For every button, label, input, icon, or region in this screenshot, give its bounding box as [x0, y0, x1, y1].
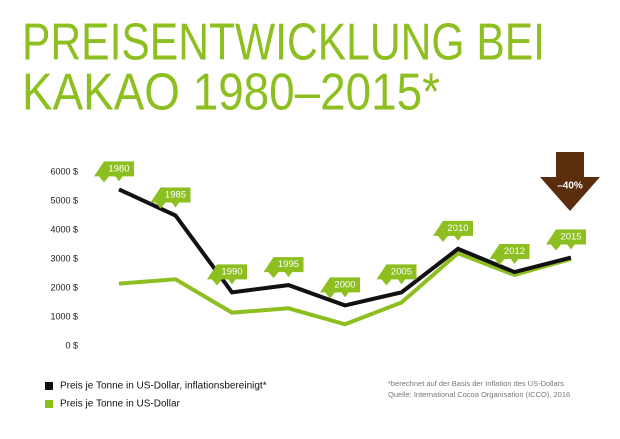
y-tick-label: 0 $ — [65, 340, 78, 350]
footnote: Quelle: International Cocoa Organisation… — [388, 390, 570, 399]
category-label: 2000 — [334, 279, 355, 290]
category-label-pointer — [284, 271, 293, 278]
category-label-pointer — [567, 244, 575, 250]
arrow-shape — [540, 152, 600, 211]
category-label-pointer — [454, 235, 462, 241]
category-label-pointer — [510, 258, 519, 265]
category-label-box — [489, 244, 530, 266]
category-label: 1990 — [221, 266, 242, 277]
series-line — [118, 187, 572, 308]
category-label-pointer — [171, 202, 180, 208]
y-tick-label: 1000 $ — [50, 311, 78, 321]
footnote: *berechnet auf der Basis der Inflation d… — [388, 379, 564, 388]
category-label-pointer — [115, 175, 123, 182]
category-label: 2005 — [391, 266, 412, 277]
category-label-box — [207, 264, 247, 286]
category-label-pointer — [341, 291, 349, 298]
legend-swatch — [45, 382, 53, 390]
category-label-box — [320, 277, 360, 299]
legend-swatch — [45, 400, 53, 408]
category-label: 1995 — [278, 259, 299, 270]
y-tick-label: 5000 $ — [50, 195, 78, 205]
legend-label: Preis je Tonne in US-Dollar — [60, 399, 181, 410]
category-label: 1980 — [108, 163, 129, 174]
category-label-box — [433, 220, 473, 242]
annotation-arrow: –40% — [540, 152, 600, 211]
category-label: 2015 — [560, 232, 581, 243]
category-label: 1985 — [165, 190, 186, 201]
category-label-box — [546, 229, 586, 251]
annotation-text: –40% — [557, 181, 583, 192]
category-label-pointer — [397, 278, 406, 285]
chart-title: KAKAO 1980–2015* — [22, 64, 440, 122]
y-tick-label: 4000 $ — [50, 224, 78, 234]
chart-title: PREISENTWICKLUNG BEI — [22, 14, 545, 72]
category-label-box — [263, 257, 304, 279]
y-tick-label: 2000 $ — [50, 282, 78, 292]
category-label-box — [150, 187, 191, 209]
y-tick-label: 3000 $ — [50, 253, 78, 263]
legend-label: Preis je Tonne in US-Dollar, inflationsb… — [60, 381, 267, 392]
category-label: 2010 — [447, 223, 468, 234]
category-label-box — [376, 264, 417, 286]
y-tick-label: 6000 $ — [50, 166, 78, 176]
category-label-pointer — [228, 278, 236, 285]
category-label-box — [94, 161, 134, 183]
series-line — [118, 250, 572, 327]
category-label: 2012 — [504, 246, 525, 257]
